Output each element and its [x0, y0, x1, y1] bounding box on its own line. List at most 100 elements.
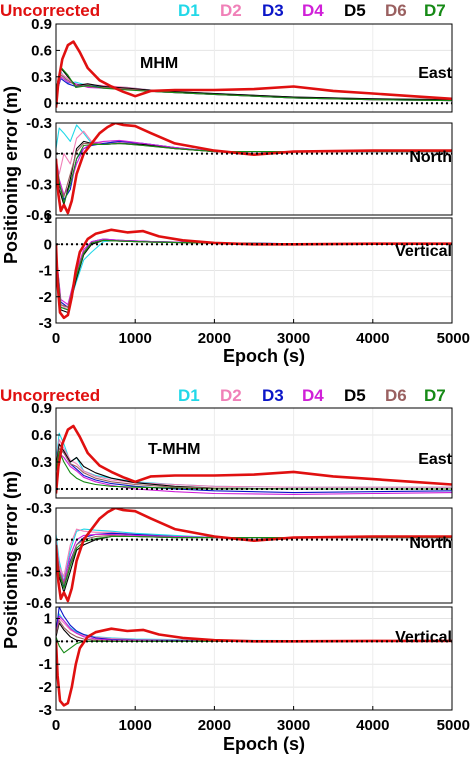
panel-vertical: -3 -2 -1 0 1 Vertical	[39, 606, 453, 719]
x-tick-label: 0	[52, 717, 60, 734]
y-tick-label: 0.3	[31, 69, 52, 86]
y-tick-label: 0	[44, 633, 52, 650]
legend-entry-d2: D2	[220, 1, 242, 20]
component-label-vertical: Vertical	[395, 629, 452, 646]
legend-entry-d1: D1	[178, 1, 200, 20]
y-tick-label: -0.3	[26, 563, 52, 580]
y-tick-label: -3	[39, 702, 52, 719]
y-tick-label: 0.9	[31, 400, 52, 417]
y-tick-label: 0.6	[31, 427, 52, 444]
y-tick-label: 0.6	[31, 42, 52, 59]
x-tick-label: 4000	[356, 717, 389, 734]
y-tick-label: -3	[39, 315, 52, 332]
series-line-d7	[56, 450, 452, 490]
legend-entry-d4: D4	[302, 1, 324, 20]
legend-entry-d5: D5	[344, 1, 366, 20]
series-line-d6	[56, 534, 452, 585]
y-tick-label: 0.3	[31, 454, 52, 471]
x-tick-label: 4000	[356, 330, 389, 347]
x-axis-label: Epoch (s)	[223, 734, 305, 754]
component-label-east: East	[418, 451, 452, 468]
component-label-east: East	[418, 65, 452, 82]
series-line-d4	[56, 139, 452, 196]
x-tick-label: 3000	[277, 717, 310, 734]
series-line-uncorrected	[56, 228, 452, 320]
legend-entry-d1: D1	[178, 386, 200, 405]
x-tick-label: 5000	[437, 330, 470, 347]
legend-entry-d7: D7	[424, 386, 446, 405]
legend-entry-d6: D6	[385, 386, 407, 405]
series-line-d5	[56, 535, 452, 593]
series-line-d5	[56, 239, 452, 314]
panel-frame	[55, 407, 453, 499]
legend-entry-d6: D6	[385, 1, 407, 20]
y-tick-label: 0	[44, 481, 52, 498]
series-line-d2	[56, 239, 452, 311]
y-tick-label: -0.3	[26, 115, 52, 132]
series-line-d4	[56, 452, 452, 495]
series-line-d4	[56, 238, 452, 306]
chart-title: MHM	[140, 55, 178, 72]
panel-vertical: -3 -2 -1 0 1 Vertical	[39, 210, 453, 332]
y-tick-label: -2	[39, 289, 52, 306]
y-tick-label: 0.9	[31, 16, 52, 33]
series-layer	[56, 123, 452, 215]
series-line-d2	[56, 130, 452, 175]
y-tick-label: 1	[44, 210, 52, 227]
component-label-north: North	[409, 149, 452, 166]
component-label-north: North	[409, 535, 452, 552]
panel-north: -0.6 -0.3 0 -0.3 North	[26, 500, 453, 612]
legend-entry-uncorrected: Uncorrected	[0, 1, 100, 20]
legend-entry-d2: D2	[220, 386, 242, 405]
series-layer	[56, 228, 452, 320]
panel-frame	[55, 23, 453, 113]
legend-entry-uncorrected: Uncorrected	[0, 386, 100, 405]
legend-entry-d3: D3	[262, 1, 284, 20]
series-layer	[56, 508, 452, 603]
x-tick-label: 3000	[277, 330, 310, 347]
chart-1: Uncorrected D1 D2 D3 D4 D5 D6 D7 T-MHM 0 0.3 0.6 0.9…	[0, 386, 470, 754]
y-tick-label: -1	[39, 263, 52, 280]
panel-east: 0 0.3 0.6 0.9 East	[31, 400, 453, 499]
series-line-uncorrected	[56, 424, 452, 494]
component-label-vertical: Vertical	[395, 243, 452, 260]
series-line-d2	[56, 438, 452, 488]
series-line-d1	[56, 239, 452, 311]
series-line-d1	[56, 613, 452, 642]
y-axis-label: Positioning error (m)	[1, 471, 21, 649]
x-tick-label: 2000	[198, 717, 231, 734]
panel-east: 0 0.3 0.6 0.9 East	[31, 16, 453, 113]
panel-frame	[55, 606, 453, 711]
legend-entry-d4: D4	[302, 386, 324, 405]
legend-entry-d5: D5	[344, 386, 366, 405]
series-line-d7	[56, 535, 452, 589]
series-line-uncorrected	[56, 508, 452, 603]
y-tick-label: 0	[44, 146, 52, 163]
x-axis-label: Epoch (s)	[223, 346, 305, 366]
series-line-uncorrected	[56, 40, 452, 108]
x-tick-label: 1000	[119, 330, 152, 347]
y-tick-label: 0	[44, 236, 52, 253]
legend-entry-d3: D3	[262, 386, 284, 405]
y-tick-label: -0.6	[26, 207, 52, 224]
series-line-d1	[56, 124, 452, 153]
y-tick-label: -2	[39, 679, 52, 696]
chart-title: T-MHM	[148, 441, 200, 458]
y-tick-label: -0.3	[26, 500, 52, 517]
series-line-d3	[56, 607, 452, 642]
y-tick-label: 0	[44, 95, 52, 112]
chart-0: Uncorrected D1 D2 D3 D4 D5 D6 D7 MHM 0 0.3 0.6 0.9 Ea…	[0, 1, 470, 366]
series-line-d6	[56, 447, 452, 490]
series-line-uncorrected	[56, 123, 452, 215]
series-line-d7	[56, 142, 452, 204]
series-layer	[56, 607, 452, 707]
series-line-d7	[56, 239, 452, 311]
x-tick-label: 0	[52, 330, 60, 347]
legend-entry-d7: D7	[424, 1, 446, 20]
x-tick-label: 5000	[437, 717, 470, 734]
y-tick-label: -0.3	[26, 176, 52, 193]
y-axis-label: Positioning error (m)	[1, 86, 21, 264]
x-tick-label: 2000	[198, 330, 231, 347]
y-tick-label: -1	[39, 656, 52, 673]
